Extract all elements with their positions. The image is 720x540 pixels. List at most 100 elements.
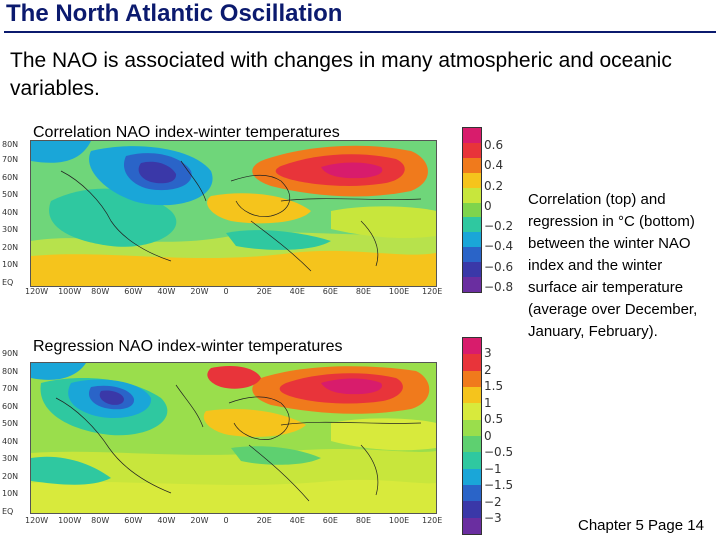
colorbar-swatch: [463, 501, 481, 518]
bottom-colorbar-tick: −1: [484, 461, 502, 476]
colorbar-swatch: [463, 262, 481, 278]
top-lon-label: 120E: [422, 287, 443, 296]
bottom-lon-label: 80E: [355, 516, 372, 525]
colorbar-swatch: [463, 128, 481, 143]
top-lat-label: 10N: [2, 260, 19, 270]
bottom-lat-label: 80N: [2, 366, 19, 376]
bottom-colorbar-tick: −2: [484, 494, 502, 509]
top-colorbar-tick: −0.8: [484, 280, 514, 294]
top-lat-label: 50N: [2, 190, 19, 200]
top-lat-label: EQ: [2, 278, 14, 287]
regression-map-field: [31, 363, 436, 513]
top-lat-label: 20N: [2, 242, 19, 252]
top-lon-label: 40W: [157, 287, 176, 296]
top-colorbar-tick: −0.4: [484, 239, 514, 254]
bottom-colorbar-tick: −0.5: [484, 445, 514, 459]
bottom-lat-label: EQ: [2, 507, 14, 516]
top-lat-top-label: 80N: [2, 140, 19, 149]
bottom-lat-label: 40N: [2, 436, 19, 446]
bottom-lat-label: 30N: [2, 454, 19, 464]
bottom-lon-label: 120E: [422, 516, 443, 525]
bottom-lon-label: 60E: [322, 516, 338, 525]
top-lon-label: 0: [223, 287, 229, 296]
colorbar-swatch: [463, 187, 481, 203]
colorbar-swatch: [463, 172, 481, 188]
colorbar-swatch: [463, 217, 481, 233]
top-colorbar-tick: 0.2: [484, 178, 504, 193]
bottom-colorbar-tick: 1.5: [484, 379, 504, 393]
top-lon-label: 20W: [190, 287, 209, 296]
top-lat-label: 70N: [2, 155, 19, 164]
bottom-lat-label: 70N: [2, 384, 19, 394]
correlation-map-field: [31, 141, 436, 286]
bottom-lon-label: 120W: [25, 516, 49, 525]
bottom-colorbar-tick: 3: [484, 346, 492, 360]
colorbar-swatch: [463, 452, 481, 469]
bottom-lon-label: 80W: [91, 516, 110, 525]
colorbar-swatch: [463, 468, 481, 485]
bottom-lat-label: 10N: [2, 489, 19, 499]
regression-colorbar: [462, 337, 482, 535]
bottom-lon-label: 100E: [388, 516, 410, 525]
colorbar-swatch: [463, 277, 481, 292]
bottom-colorbar-tick: 0: [484, 428, 492, 443]
bottom-lon-label: 60W: [124, 516, 143, 525]
bottom-lon-label: 20W: [190, 516, 209, 525]
bottom-lon-label: 20E: [256, 516, 272, 525]
top-lon-label: 100W: [58, 287, 82, 296]
correlation-colorbar: [462, 127, 482, 293]
top-colorbar-tick: 0.6: [484, 138, 504, 152]
colorbar-swatch: [463, 232, 481, 248]
colorbar-swatch: [463, 247, 481, 263]
top-lon-label: 80E: [355, 287, 372, 296]
colorbar-swatch: [463, 403, 481, 420]
bottom-lon-label: 0: [223, 516, 229, 525]
top-lon-label: 40E: [289, 287, 305, 296]
bottom-lat-label: 90N: [2, 349, 19, 358]
bottom-colorbar-tick: 2: [484, 362, 492, 377]
top-lat-label: 40N: [2, 207, 19, 217]
title-rule: [4, 31, 716, 33]
top-lat-label: 60N: [2, 172, 19, 182]
colorbar-swatch: [463, 419, 481, 436]
colorbar-swatch: [463, 338, 481, 355]
top-lon-label: 60E: [322, 287, 338, 296]
bottom-colorbar-tick: −3: [484, 511, 502, 525]
bottom-colorbar-tick: −1.5: [484, 478, 514, 492]
top-map-label: Correlation NAO index-winter temperature…: [33, 124, 340, 141]
colorbar-swatch: [463, 517, 481, 534]
figure-caption: Correlation (top) and regression in °C (…: [528, 191, 698, 340]
top-lon-label: 100E: [388, 287, 410, 296]
colorbar-swatch: [463, 354, 481, 371]
top-lon-label: 60W: [124, 287, 143, 296]
bottom-lon-label: 40W: [157, 516, 176, 525]
correlation-map: [30, 140, 437, 287]
bottom-colorbar-tick: 1: [484, 395, 492, 410]
colorbar-swatch: [463, 386, 481, 404]
top-lon-label: 80W: [91, 287, 110, 296]
bottom-map-label: Regression NAO index-winter temperatures: [33, 338, 343, 355]
top-lon-label: 20E: [256, 287, 272, 296]
bottom-lon-label: 100W: [58, 516, 82, 525]
top-colorbar-tick: −0.6: [484, 259, 514, 274]
top-colorbar-tick: −0.2: [484, 219, 514, 234]
colorbar-swatch: [463, 484, 481, 502]
colorbar-swatch: [463, 370, 481, 387]
bottom-lat-label: 20N: [2, 471, 19, 481]
bottom-lon-label: 40E: [289, 516, 305, 525]
page-footer: Chapter 5 Page 14: [578, 517, 704, 534]
top-colorbar-tick: 0.4: [484, 158, 504, 173]
colorbar-swatch: [463, 157, 481, 173]
top-lon-label: 120W: [25, 287, 49, 296]
colorbar-swatch: [463, 142, 481, 158]
colorbar-swatch: [463, 202, 481, 218]
colorbar-swatch: [463, 435, 481, 453]
bottom-lat-label: 50N: [2, 419, 19, 429]
intro-text: The NAO is associated with changes in ma…: [10, 49, 672, 100]
top-lat-label: 30N: [2, 225, 19, 235]
bottom-lat-label: 60N: [2, 401, 19, 411]
regression-map: [30, 362, 437, 514]
bottom-colorbar-tick: 0.5: [484, 412, 504, 426]
top-colorbar-tick: 0: [484, 198, 492, 213]
slide-title: The North Atlantic Oscillation: [6, 0, 343, 27]
